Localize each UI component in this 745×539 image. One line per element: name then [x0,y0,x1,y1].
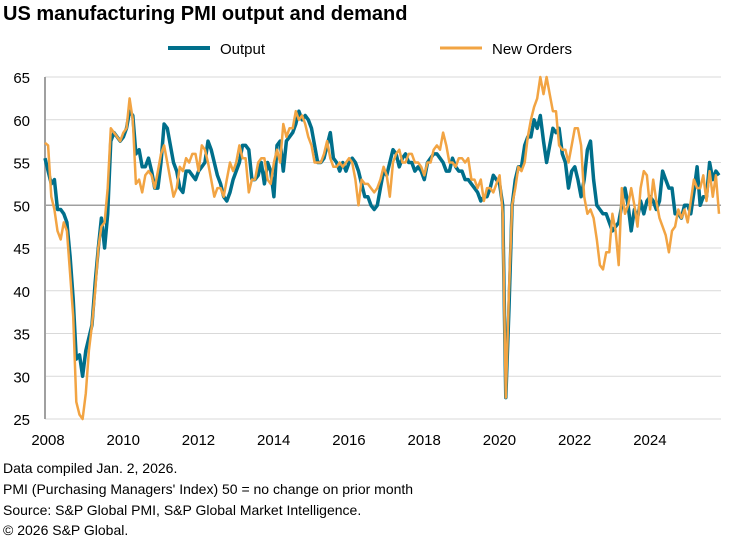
y-tick-label: 25 [13,412,30,429]
gridlines [44,76,722,420]
x-tick-label: 2010 [107,432,140,449]
y-tick-label: 55 [13,156,30,173]
legend-label-output: Output [220,41,266,58]
y-tick-label: 40 [13,284,30,301]
footnote-pmi-definition: PMI (Purchasing Managers' Index) 50 = no… [3,481,414,497]
x-axis-ticks: 2008 2010 2012 2014 2016 2018 2020 2022 2024 [31,432,666,449]
y-tick-label: 50 [13,198,30,215]
x-tick-label: 2012 [182,432,215,449]
y-tick-label: 65 [13,70,30,87]
legend-label-new-orders: New Orders [492,41,572,58]
series-lines [43,75,721,421]
footnote-compiled: Data compiled Jan. 2, 2026. [3,460,178,476]
series-line-output [43,109,721,400]
x-tick-label: 2024 [633,432,666,449]
x-tick-label: 2018 [408,432,441,449]
chart-title: US manufacturing PMI output and demand [3,3,408,25]
x-tick-label: 2014 [257,432,290,449]
y-tick-label: 45 [13,241,30,258]
x-tick-label: 2016 [332,432,365,449]
y-tick-label: 30 [13,369,30,386]
x-tick-label: 2020 [483,432,516,449]
series-line-new-orders [44,75,721,421]
footnote-source: Source: S&P Global PMI, S&P Global Marke… [3,502,362,518]
x-tick-label: 2022 [558,432,591,449]
y-axis-ticks: 25 30 35 40 45 50 55 60 65 [13,70,30,429]
y-tick-label: 35 [13,327,30,344]
y-tick-label: 60 [13,113,30,130]
legend: Output New Orders [168,41,572,58]
x-tick-label: 2008 [31,432,64,449]
footnote-copyright: © 2026 S&P Global. [3,522,129,538]
